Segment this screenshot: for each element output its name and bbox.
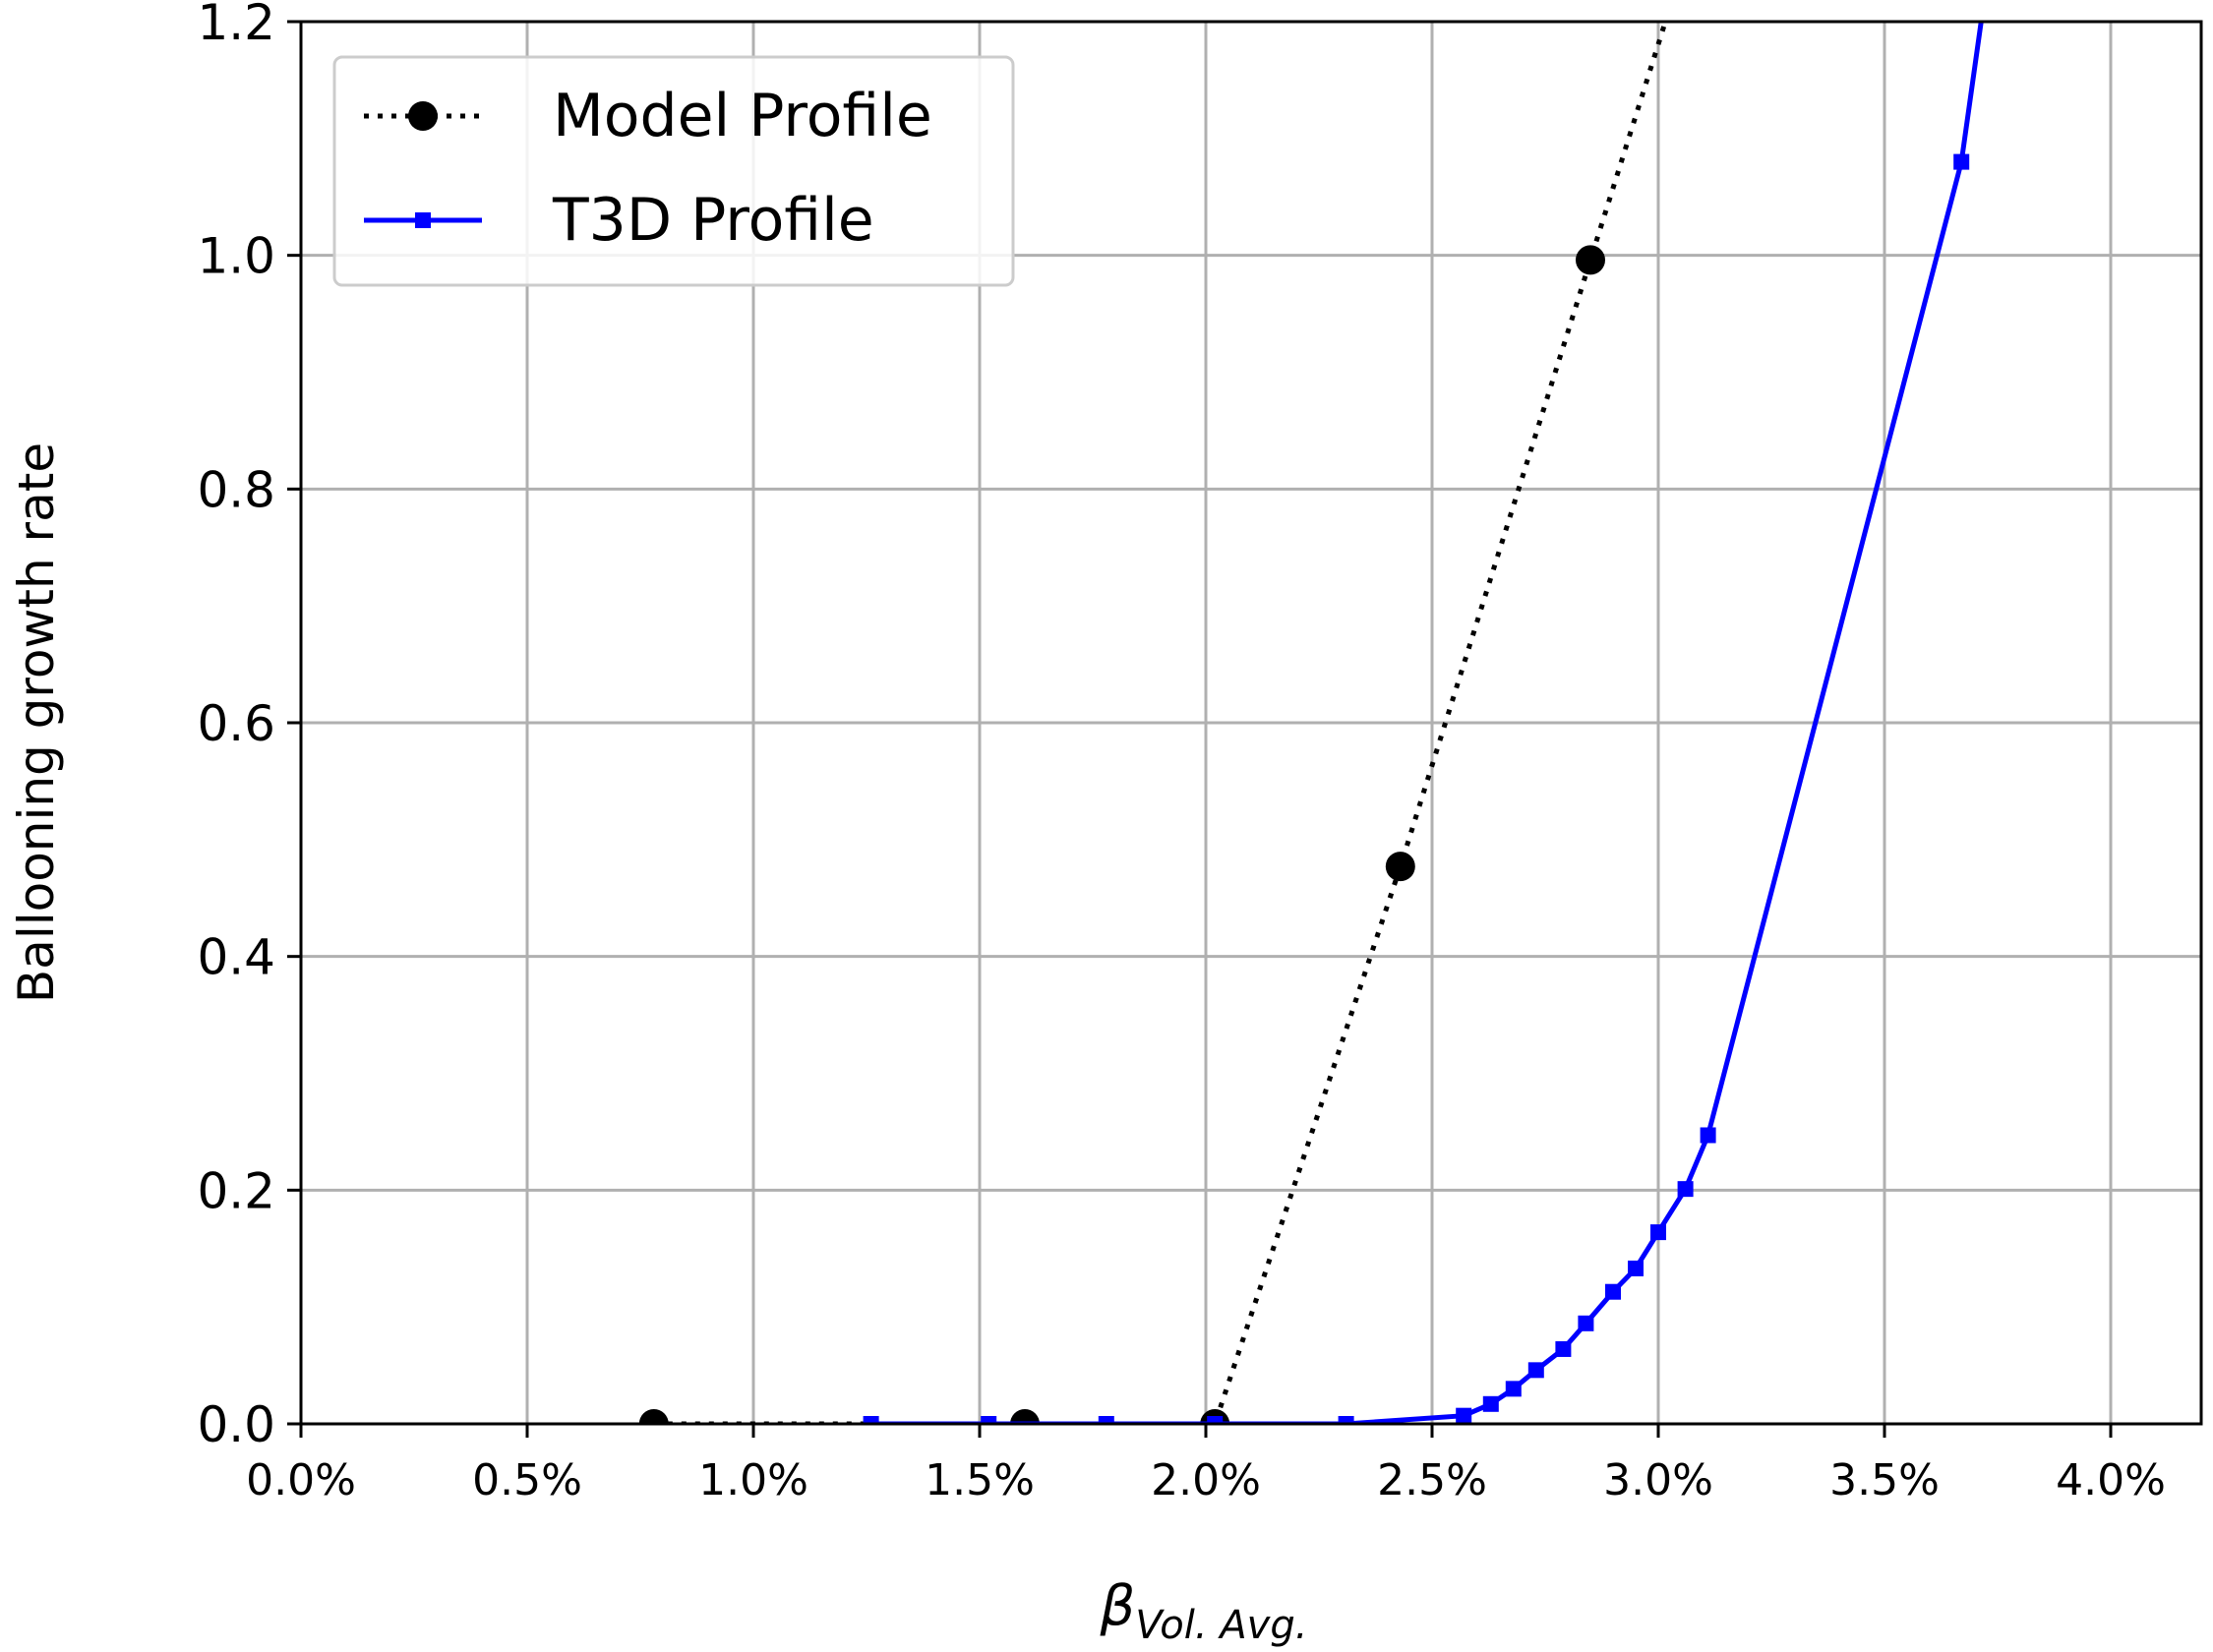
y-tick-label: 1.0 xyxy=(197,228,275,285)
x-tick-label: 1.5% xyxy=(925,1455,1035,1505)
x-tick-label: 2.5% xyxy=(1377,1455,1487,1505)
t3d-profile-point xyxy=(1098,1416,1114,1424)
y-tick-label: 0.6 xyxy=(197,695,275,752)
x-tick-label: 3.0% xyxy=(1603,1455,1713,1505)
x-axis-label-sub: Vol. Avg. xyxy=(1135,1603,1307,1648)
x-axis-label-main: β xyxy=(1100,1574,1136,1638)
y-tick-label: 0.8 xyxy=(197,461,275,518)
model-profile-point xyxy=(1010,1409,1040,1424)
t3d-profile-point xyxy=(1677,1181,1694,1198)
y-tick-label: 0.4 xyxy=(197,929,275,986)
legend-box xyxy=(332,55,1015,287)
x-tick-label: 3.5% xyxy=(1829,1455,1940,1505)
axis-ticks: 0.0% 0.5% 1.0% 1.5% 2.0% 2.5% 3.0% 3.5% 4.0% 0.0 0… xyxy=(197,0,2165,1505)
legend-label-t3d-profile: T3D Profile xyxy=(552,186,874,255)
y-tick-label: 1.2 xyxy=(197,0,275,51)
model-profile-point xyxy=(1576,245,1605,275)
y-tick-label: 0.2 xyxy=(197,1162,275,1219)
t3d-profile-point xyxy=(1953,153,1970,170)
t3d-profile-point xyxy=(1650,1224,1666,1241)
t3d-profile-point xyxy=(1207,1416,1224,1424)
model-profile-point xyxy=(1385,852,1415,882)
x-tick-label: 2.0% xyxy=(1151,1455,1261,1505)
legend-label-model-profile: Model Profile xyxy=(553,82,932,150)
t3d-profile-point xyxy=(1338,1416,1354,1424)
y-tick-label: 0.0 xyxy=(197,1396,275,1453)
model-profile-line xyxy=(653,22,1668,1424)
legend: Model Profile T3D Profile xyxy=(332,55,1015,287)
t3d-profile-point xyxy=(1482,1395,1499,1412)
x-tick-label: 1.0% xyxy=(698,1455,808,1505)
t3d-profile-point xyxy=(1505,1381,1522,1397)
t3d-profile-point xyxy=(1456,1407,1472,1424)
t3d-profile-point xyxy=(1628,1260,1644,1276)
y-axis-label: Ballooning growth rate xyxy=(8,442,65,1003)
legend-model-profile-point xyxy=(408,101,438,131)
t3d-profile-point xyxy=(1605,1283,1621,1300)
t3d-profile-point xyxy=(1578,1315,1594,1331)
t3d-profile-point xyxy=(981,1416,997,1424)
legend-t3d-profile-point xyxy=(415,212,431,228)
x-tick-label: 4.0% xyxy=(2056,1455,2166,1505)
t3d-profile-point xyxy=(863,1416,879,1424)
x-tick-label: 0.0% xyxy=(246,1455,356,1505)
x-tick-label: 0.5% xyxy=(472,1455,582,1505)
t3d-profile-point xyxy=(1527,1362,1544,1379)
t3d-profile-point xyxy=(1700,1127,1716,1144)
t3d-profile-line xyxy=(870,22,1984,1424)
t3d-profile-point xyxy=(1555,1340,1572,1357)
grid xyxy=(299,20,2201,1426)
x-axis-label: βVol. Avg. xyxy=(1100,1574,1308,1648)
plot-area xyxy=(638,22,1984,1424)
model-profile-point xyxy=(638,1409,669,1424)
